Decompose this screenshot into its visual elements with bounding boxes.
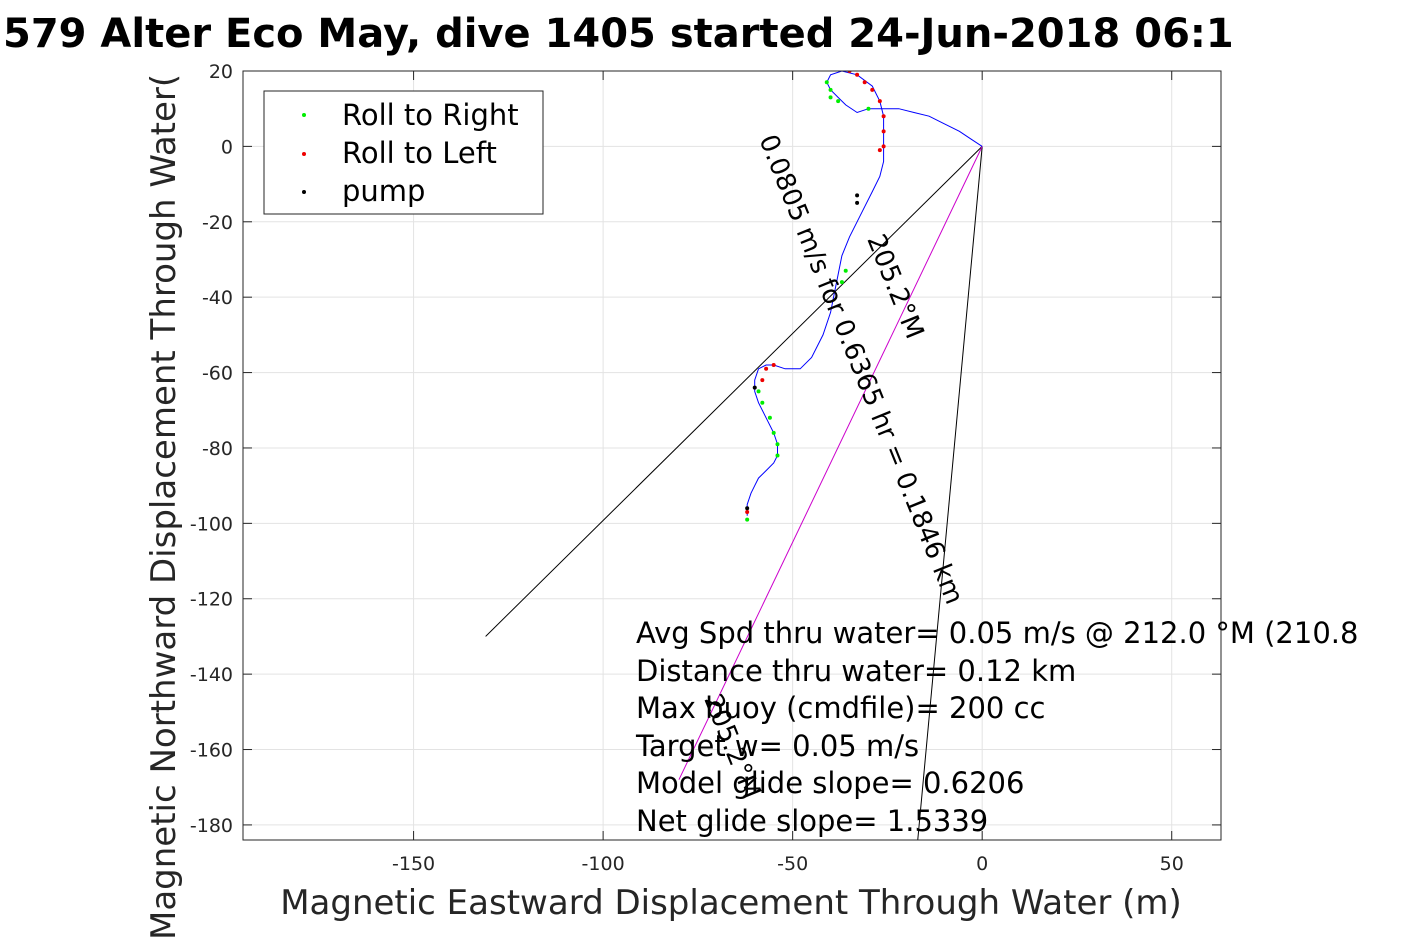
roll-right-point: [828, 95, 833, 100]
guide-line: [917, 146, 983, 840]
legend-label-roll-left: Roll to Left: [342, 136, 497, 170]
roll-left-point: [870, 87, 875, 92]
y-tick-label: -120: [190, 589, 233, 611]
roll-right-point: [843, 268, 848, 273]
y-tick-label: -80: [202, 438, 233, 460]
x-tick-label: 0: [976, 853, 988, 875]
legend-marker-roll-right: [302, 113, 306, 117]
roll-right-point: [745, 517, 750, 522]
roll-right-point: [756, 389, 761, 394]
y-tick-label: -180: [190, 815, 233, 837]
roll-left-point: [760, 378, 765, 383]
roll-right-point: [775, 442, 780, 447]
legend: Roll to Right Roll to Left pump: [263, 90, 544, 215]
roll-left-point: [771, 363, 776, 368]
roll-right-point: [824, 80, 829, 85]
annotation-distance: Distance thru water= 0.12 km: [636, 654, 1076, 688]
pump-point: [855, 193, 860, 198]
roll-right-point: [836, 99, 841, 104]
roll-left-point: [877, 148, 882, 153]
roll-right-point: [767, 415, 772, 420]
roll-right-point: [866, 106, 871, 111]
annotation-avg-speed: Avg Spd thru water= 0.05 m/s @ 212.0 °M …: [636, 616, 1358, 650]
y-tick-label: -100: [190, 513, 233, 535]
x-tick-label: -100: [582, 853, 625, 875]
pump-point: [752, 385, 757, 390]
legend-marker-pump: [302, 190, 306, 194]
legend-label-pump: pump: [342, 174, 425, 208]
ticks: -150 -100 -50 0 50 20 0 -20 -40 -60 -80 -100 -120 -14…: [190, 61, 1221, 875]
legend-label-roll-right: Roll to Right: [342, 98, 519, 132]
roll-left-point: [881, 129, 886, 134]
roll-left-point: [862, 80, 867, 85]
chart-title: 579 Alter Eco May, dive 1405 started 24-…: [3, 11, 1234, 57]
roll-left-point: [877, 99, 882, 104]
annotation-model-glide: Model glide slope= 0.6206: [636, 766, 1024, 800]
annotation-target-w: Target w= 0.05 m/s: [635, 729, 919, 763]
y-tick-label: -160: [190, 740, 233, 762]
track: [746, 71, 983, 516]
y-tick-label: -60: [202, 363, 233, 385]
x-tick-label: -50: [777, 853, 808, 875]
grid: [243, 70, 1221, 840]
x-tick-label: 50: [1160, 853, 1184, 875]
legend-marker-roll-left: [302, 152, 306, 156]
y-axis-label: Magnetic Northward Displacement Through …: [144, 74, 184, 940]
y-tick-label: -40: [202, 287, 233, 309]
annotations: Avg Spd thru water= 0.05 m/s @ 212.0 °M …: [635, 616, 1358, 838]
guide-line: [485, 146, 983, 637]
pump-point: [855, 200, 860, 205]
roll-left-point: [764, 366, 769, 371]
x-axis-label: Magnetic Eastward Displacement Through W…: [280, 883, 1182, 923]
guide-lines: [485, 146, 983, 840]
roll-left-point: [881, 144, 886, 149]
guide-line: [678, 146, 983, 780]
roll-left-point: [745, 510, 750, 515]
annotation-max-buoy: Max buoy (cmdfile)= 200 cc: [636, 691, 1045, 725]
plot-frame: [242, 70, 1222, 841]
x-tick-label: -150: [392, 853, 435, 875]
roll-right-point: [839, 280, 844, 285]
roll-right-point: [760, 400, 765, 405]
track-line: [746, 71, 983, 516]
markers: [745, 71, 886, 522]
roll-left-point: [881, 114, 886, 119]
legend-box: [263, 90, 544, 215]
y-tick-label: -140: [190, 664, 233, 686]
y-tick-label: 0: [221, 136, 233, 158]
annotation-net-glide: Net glide slope= 1.5339: [636, 804, 988, 838]
roll-left-point: [855, 72, 860, 77]
pump-point: [745, 506, 750, 511]
roll-right-point: [771, 430, 776, 435]
y-tick-label: -20: [202, 212, 233, 234]
roll-right-point: [828, 87, 833, 92]
roll-right-point: [775, 453, 780, 458]
y-tick-label: 20: [209, 61, 233, 83]
